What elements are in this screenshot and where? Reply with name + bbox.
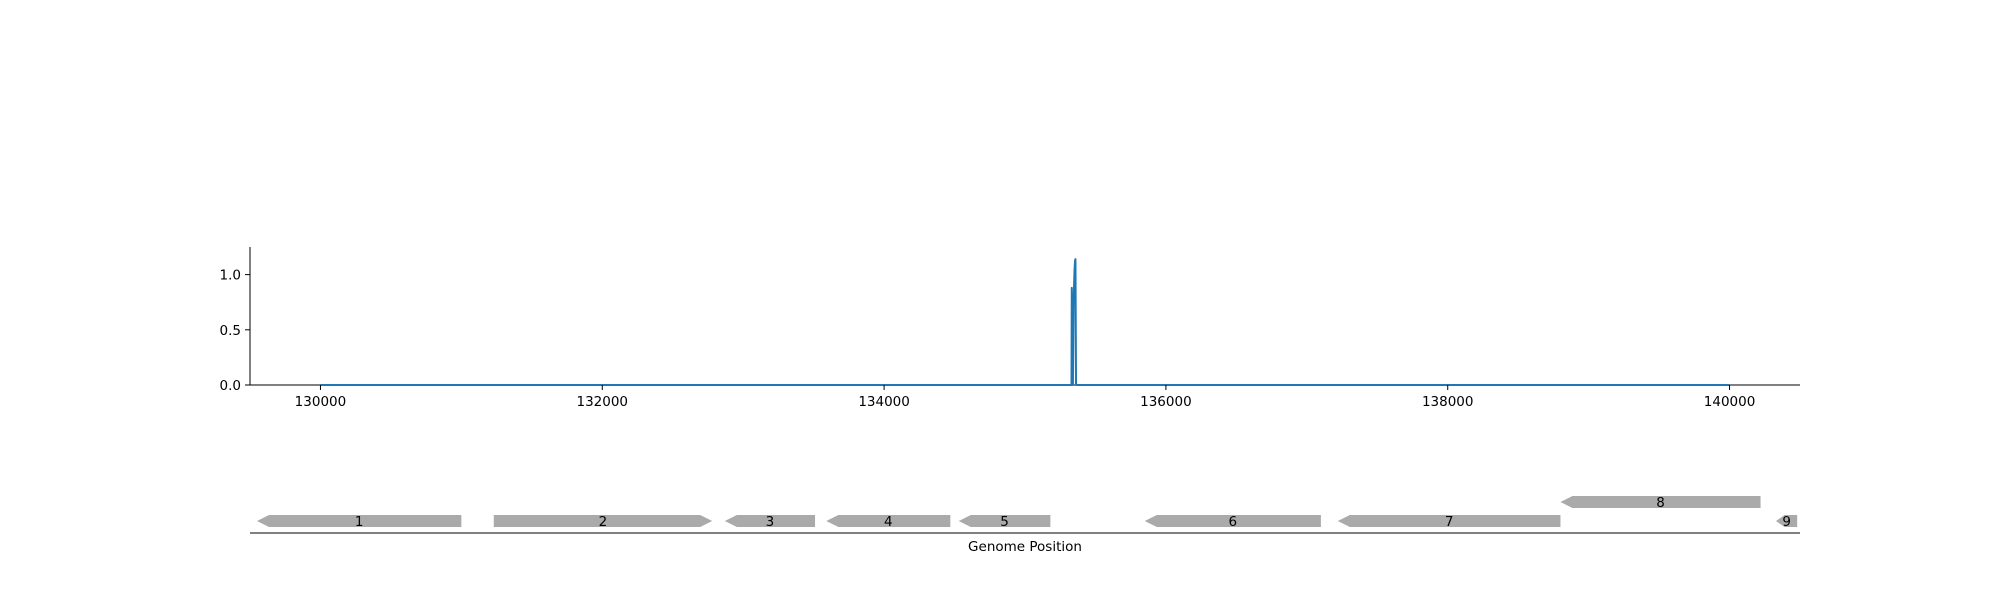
x-tick-label: 134000 bbox=[858, 394, 910, 410]
coverage-line bbox=[320, 258, 1730, 386]
x-tick-label: 136000 bbox=[1140, 394, 1192, 410]
gene-arrow bbox=[1560, 496, 1761, 508]
gene-arrow bbox=[1144, 515, 1321, 527]
axes-layer bbox=[249, 247, 1800, 386]
gene-arrow bbox=[724, 515, 816, 527]
gene-arrow bbox=[257, 515, 462, 527]
x-tick-label: 132000 bbox=[576, 394, 628, 410]
gene-label: 3 bbox=[766, 514, 775, 530]
gene-label: 8 bbox=[1656, 495, 1665, 511]
gene-label: 2 bbox=[599, 514, 608, 530]
gene-arrow bbox=[826, 515, 951, 527]
gene-label: 6 bbox=[1229, 514, 1238, 530]
gene-arrow bbox=[958, 515, 1051, 527]
x-axis-label: Genome Position bbox=[968, 539, 1082, 555]
x-tick-label: 140000 bbox=[1704, 394, 1756, 410]
gene-label: 4 bbox=[884, 514, 893, 530]
gene-arrow bbox=[1337, 515, 1561, 527]
y-tick-label: 0.5 bbox=[220, 323, 241, 339]
gene-label: 1 bbox=[355, 514, 364, 530]
gene-label: 5 bbox=[1000, 514, 1009, 530]
gene-label: 7 bbox=[1445, 514, 1454, 530]
y-tick-label: 0.0 bbox=[220, 378, 241, 394]
coverage-line-layer bbox=[320, 258, 1730, 386]
gene-arrow bbox=[1776, 515, 1798, 527]
tick-layer: 130000 132000 134000 136000 138000 140000 0.0 0… bbox=[220, 268, 1756, 410]
y-tick-label: 1.0 bbox=[220, 268, 241, 284]
gene-arrow bbox=[493, 515, 713, 527]
x-tick-label: 138000 bbox=[1422, 394, 1474, 410]
x-tick-label: 130000 bbox=[295, 394, 347, 410]
gene-label: 9 bbox=[1782, 514, 1791, 530]
gene-track-layer: 1 2 3 4 5 6 7 8 9 bbox=[257, 495, 1798, 530]
